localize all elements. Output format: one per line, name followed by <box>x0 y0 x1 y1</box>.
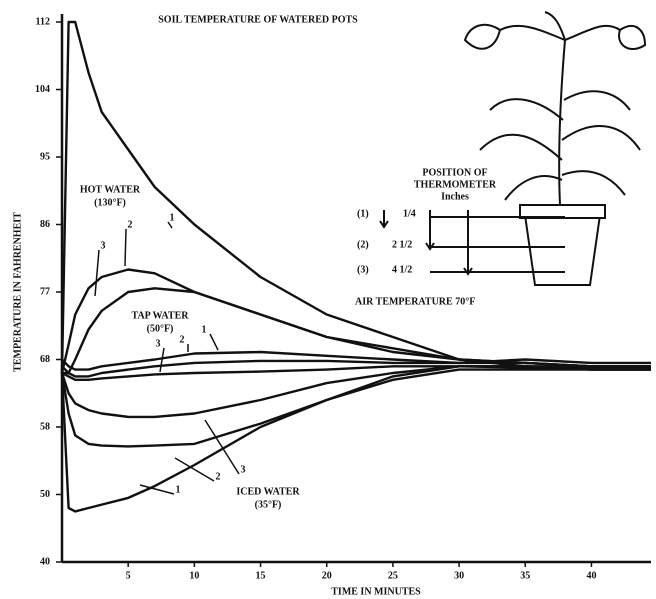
arrow <box>160 348 164 372</box>
inset-title: Inches <box>441 191 469 202</box>
y-tick-label: 77 <box>40 286 50 297</box>
inset-depth: 1/4 <box>403 208 416 219</box>
arrow <box>205 420 239 474</box>
chart: SOIL TEMPERATURE OF WATERED POTS 40 50 58 68… <box>0 0 656 599</box>
series-label: 1 <box>176 484 181 495</box>
x-axis-label: TIME IN MINUTES <box>331 586 421 597</box>
x-tick-label: 20 <box>322 570 332 581</box>
series-label: 3 <box>101 240 106 251</box>
annotation: (35°F) <box>255 499 282 510</box>
chart-title: SOIL TEMPERATURE OF WATERED POTS <box>158 14 358 25</box>
y-tick-label: 40 <box>40 556 50 567</box>
series-label: 1 <box>170 212 175 223</box>
y-tick-label: 104 <box>35 84 50 95</box>
series-label: 2 <box>216 471 221 482</box>
y-tick-label: 58 <box>40 421 50 432</box>
plant-illustration <box>380 12 645 285</box>
line-series <box>62 370 651 447</box>
series-label: 2 <box>180 334 185 345</box>
inset-depth: 4 1/2 <box>392 264 412 275</box>
x-tick-label: 10 <box>189 570 199 581</box>
arrow <box>95 250 99 296</box>
annotation: (130°F) <box>94 197 126 208</box>
arrow <box>175 458 214 481</box>
series-label: 3 <box>156 338 161 349</box>
x-tick-label: 35 <box>520 570 530 581</box>
inset-title: POSITION OF <box>422 167 487 178</box>
x-tick-label: 40 <box>586 570 596 581</box>
inset-position: (2) <box>357 239 369 250</box>
inset-position: (3) <box>357 264 369 275</box>
y-tick-label: 95 <box>40 151 50 162</box>
annotation: HOT WATER <box>80 184 141 195</box>
inset-title: THERMOMETER <box>414 179 497 190</box>
y-tick-label: 50 <box>40 489 50 500</box>
annotation: TAP WATER <box>132 310 190 321</box>
y-axis-label: TEMPERATURE IN FAHRENHEIT <box>12 212 23 372</box>
inset-position: (1) <box>357 208 369 219</box>
series-label: 1 <box>202 324 207 335</box>
x-tick-label: 30 <box>454 570 464 581</box>
inset-depth: 2 1/2 <box>392 239 412 250</box>
arrow <box>210 334 218 350</box>
line-series <box>62 366 651 511</box>
series-label: 3 <box>241 464 246 475</box>
annotation: ICED WATER <box>236 486 300 497</box>
y-tick-label: 86 <box>40 219 50 230</box>
y-tick-label: 112 <box>36 16 50 27</box>
x-tick-label: 5 <box>126 570 131 581</box>
series-label: 2 <box>128 219 133 230</box>
x-tick-label: 15 <box>256 570 266 581</box>
arrow <box>125 229 126 266</box>
annotation: (50°F) <box>147 323 174 334</box>
inset-note: AIR TEMPERATURE 70°F <box>355 296 475 307</box>
y-tick-label: 68 <box>40 354 50 365</box>
x-tick-label: 25 <box>388 570 398 581</box>
